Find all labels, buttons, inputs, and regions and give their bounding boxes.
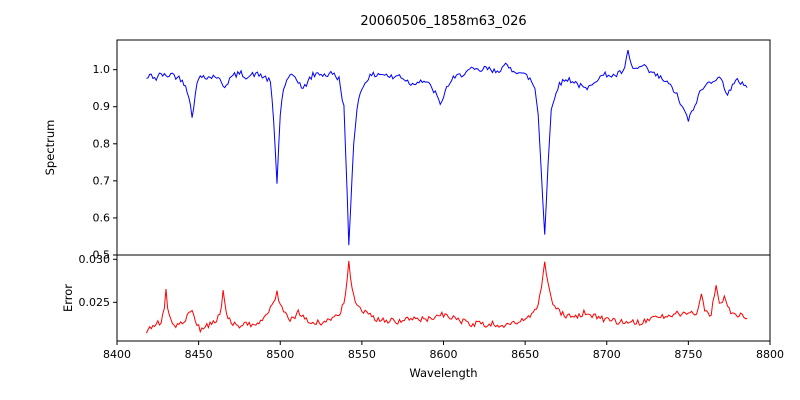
series-error [145,260,748,334]
y-axis-label-spectrum: Spectrum [43,120,57,176]
y-tick-label: 0.5 [93,249,111,262]
y-tick-label: 0.025 [79,296,111,309]
x-tick-label: 8550 [348,348,376,361]
x-tick-label: 8650 [511,348,539,361]
subplot-frame-error [116,254,771,342]
x-tick-label: 8450 [185,348,213,361]
x-tick-label: 8500 [266,348,294,361]
y-axis-label-error: Error [61,284,75,312]
x-tick-label: 8800 [756,348,784,361]
x-axis-label: Wavelength [409,366,477,380]
y-tick-label: 0.7 [93,174,111,187]
y-tick-label: 0.9 [93,100,111,113]
x-tick-label: 8700 [593,348,621,361]
y-tick-label: 0.6 [93,211,111,224]
x-tick-label: 8600 [430,348,458,361]
chart-title: 20060506_1858m63_026 [360,14,527,29]
x-tick-label: 8400 [103,348,131,361]
y-tick-label: 0.030 [79,253,111,266]
y-tick-label: 1.0 [93,63,111,76]
y-tick-label: 0.8 [93,137,111,150]
subplot-frame-spectrum [116,39,771,256]
x-tick-label: 8750 [674,348,702,361]
series-spectrum [146,49,748,246]
